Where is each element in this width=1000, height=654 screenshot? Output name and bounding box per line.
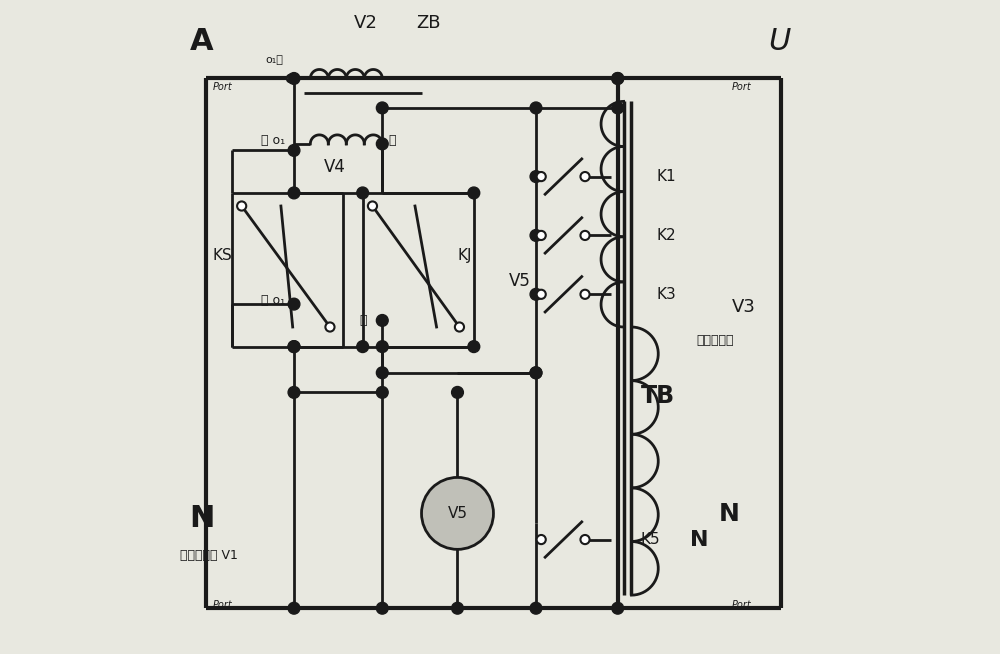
Circle shape [530,230,542,241]
Circle shape [376,387,388,398]
Circle shape [537,172,546,181]
Text: V4: V4 [324,158,346,176]
Text: K2: K2 [657,228,677,243]
Circle shape [288,387,300,398]
Circle shape [376,138,388,150]
Text: K5: K5 [641,532,660,547]
Circle shape [237,201,246,211]
Circle shape [537,290,546,299]
Circle shape [422,477,493,549]
Text: K3: K3 [657,287,677,301]
Circle shape [376,341,388,353]
Text: K1: K1 [657,169,677,184]
Circle shape [376,602,388,614]
Circle shape [612,102,624,114]
Circle shape [537,535,546,544]
Text: 尾: 尾 [389,134,396,147]
Text: V5: V5 [509,272,531,290]
Circle shape [612,602,624,614]
Circle shape [530,171,542,182]
Circle shape [612,73,624,84]
Text: V5: V5 [447,506,467,521]
Text: N: N [719,502,740,526]
Circle shape [537,231,546,240]
Circle shape [580,231,590,240]
Circle shape [530,602,542,614]
Circle shape [288,341,300,353]
Text: 尾: 尾 [359,314,367,327]
Circle shape [376,367,388,379]
Text: KJ: KJ [457,248,472,262]
Circle shape [288,187,300,199]
Circle shape [376,102,388,114]
Text: Port: Port [732,82,752,92]
Text: V2: V2 [354,14,378,32]
Text: Port: Port [212,82,232,92]
Circle shape [580,172,590,181]
Text: V3: V3 [732,298,756,317]
Circle shape [357,187,369,199]
Circle shape [580,290,590,299]
Text: o₁头: o₁头 [265,56,283,65]
Text: Port: Port [732,600,752,610]
Circle shape [530,288,542,300]
Text: N: N [690,530,708,549]
Circle shape [455,322,464,332]
Text: KS: KS [212,248,232,262]
Circle shape [376,315,388,326]
Circle shape [357,341,369,353]
Circle shape [287,75,295,82]
Circle shape [452,602,463,614]
Circle shape [468,187,480,199]
Circle shape [452,387,463,398]
Text: TB: TB [641,384,675,407]
Circle shape [288,602,300,614]
Circle shape [530,102,542,114]
Text: 稳压器输入 V1: 稳压器输入 V1 [180,549,237,562]
Circle shape [580,535,590,544]
Text: U: U [768,27,791,56]
Text: 头 o₁: 头 o₁ [261,134,285,147]
Circle shape [368,201,377,211]
Circle shape [325,322,335,332]
Text: 头 o₁: 头 o₁ [261,294,285,307]
Circle shape [612,73,624,84]
Circle shape [468,341,480,353]
Circle shape [288,298,300,310]
Circle shape [288,73,300,84]
Text: N: N [189,504,215,533]
Text: ZB: ZB [416,14,440,32]
Text: Port: Port [212,600,232,610]
Circle shape [530,367,542,379]
Circle shape [288,341,300,353]
Circle shape [530,367,542,379]
Circle shape [288,145,300,156]
Text: 稳压器输出: 稳压器输出 [696,334,734,347]
Text: A: A [189,27,213,56]
